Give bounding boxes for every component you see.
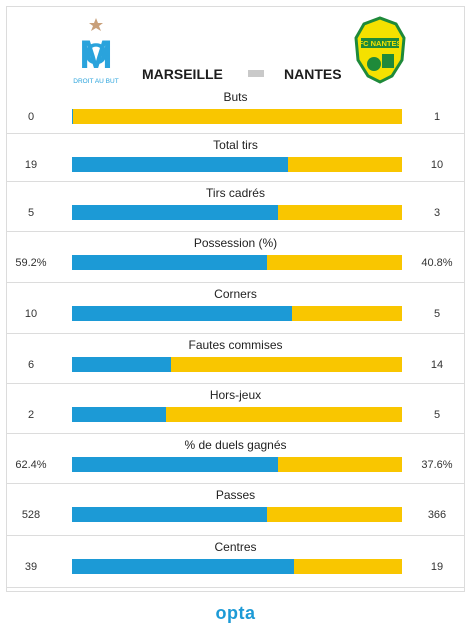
away-team-name: NANTES <box>284 66 342 82</box>
stat-title: Buts <box>223 90 248 104</box>
home-bar-segment <box>72 306 292 321</box>
away-bar-segment <box>267 255 402 270</box>
away-value: 3 <box>433 207 441 219</box>
stat-bar <box>72 357 402 372</box>
stat-title: Centres <box>214 540 257 554</box>
fc-nantes-crest-text: FC NANTES <box>359 39 402 48</box>
stat-row: Centres 39 19 <box>6 536 465 588</box>
stat-title: Hors-jeux <box>209 388 262 402</box>
stat-title: Passes <box>215 488 256 502</box>
stat-bar <box>72 157 402 172</box>
away-value: 14 <box>430 359 444 371</box>
stat-bar <box>72 255 402 270</box>
away-bar-segment <box>73 109 402 124</box>
home-value: 2 <box>27 409 35 421</box>
away-value: 1 <box>433 111 441 123</box>
fc-nantes-crest-icon: FC NANTES <box>354 16 406 84</box>
svg-text:M: M <box>79 33 112 77</box>
stat-title: Possession (%) <box>193 236 278 250</box>
home-bar-segment <box>72 407 167 422</box>
away-bar-segment <box>171 357 402 372</box>
stat-row: % de duels gagnés 62.4% 37.6% <box>6 434 465 484</box>
away-value: 10 <box>430 159 444 171</box>
home-bar-segment <box>72 507 267 522</box>
opta-logo: opta <box>215 603 256 623</box>
home-value: 19 <box>24 159 38 171</box>
away-value: 5 <box>433 409 441 421</box>
stat-row: Possession (%) 59.2% 40.8% <box>6 232 465 283</box>
home-bar-segment <box>72 255 268 270</box>
away-value: 40.8% <box>421 257 453 269</box>
home-value: 0 <box>27 111 35 123</box>
away-bar-segment <box>293 559 402 574</box>
stat-row: Total tirs 19 10 <box>6 134 465 182</box>
om-motto: DROIT AU BUT <box>73 78 118 85</box>
home-bar-segment <box>72 157 289 172</box>
stat-title: Total tirs <box>213 138 258 152</box>
home-team-name: MARSEILLE <box>142 66 223 82</box>
stat-row: Hors-jeux 2 5 <box>6 384 465 434</box>
home-bar-segment <box>72 357 171 372</box>
home-value: 62.4% <box>15 459 47 471</box>
stat-row: Tirs cadrés 5 3 <box>6 182 465 232</box>
home-value: 528 <box>21 509 41 521</box>
away-bar-segment <box>266 507 402 522</box>
svg-text:O: O <box>84 38 107 71</box>
stat-title: Tirs cadrés <box>206 186 265 200</box>
stat-title: Corners <box>214 287 257 301</box>
stat-bar <box>72 407 402 422</box>
away-bar-segment <box>278 205 402 220</box>
away-value: 19 <box>430 561 444 573</box>
stat-title: Fautes commises <box>188 338 283 352</box>
stat-bar <box>72 507 402 522</box>
away-bar-segment <box>288 157 402 172</box>
stat-row: Fautes commises 6 14 <box>6 334 465 384</box>
stat-bar <box>72 457 402 472</box>
home-bar-segment <box>72 559 294 574</box>
stat-bar <box>72 306 402 321</box>
home-value: 6 <box>27 359 35 371</box>
stat-row: Passes 528 366 <box>6 484 465 536</box>
home-value: 39 <box>24 561 38 573</box>
stats-panel <box>6 6 465 592</box>
home-bar-segment <box>72 109 73 124</box>
versus-separator <box>248 70 264 77</box>
stat-title: % de duels gagnés <box>184 438 287 452</box>
stat-bar <box>72 559 402 574</box>
away-bar-segment <box>292 306 402 321</box>
stat-row: Buts 0 1 <box>6 86 465 134</box>
home-bar-segment <box>72 205 279 220</box>
away-bar-segment <box>166 407 402 422</box>
home-value: 59.2% <box>15 257 47 269</box>
stat-bar <box>72 205 402 220</box>
home-value: 5 <box>27 207 35 219</box>
home-value: 10 <box>24 308 38 320</box>
stat-row: Corners 10 5 <box>6 283 465 334</box>
away-value: 37.6% <box>421 459 453 471</box>
match-header: M O DROIT AU BUT MARSEILLE NANTES FC NAN… <box>6 6 465 86</box>
home-bar-segment <box>72 457 278 472</box>
away-bar-segment <box>277 457 402 472</box>
om-crest-icon: M O DROIT AU BUT <box>73 18 119 85</box>
away-value: 5 <box>433 308 441 320</box>
stat-bar <box>72 109 402 124</box>
away-value: 366 <box>427 509 447 521</box>
